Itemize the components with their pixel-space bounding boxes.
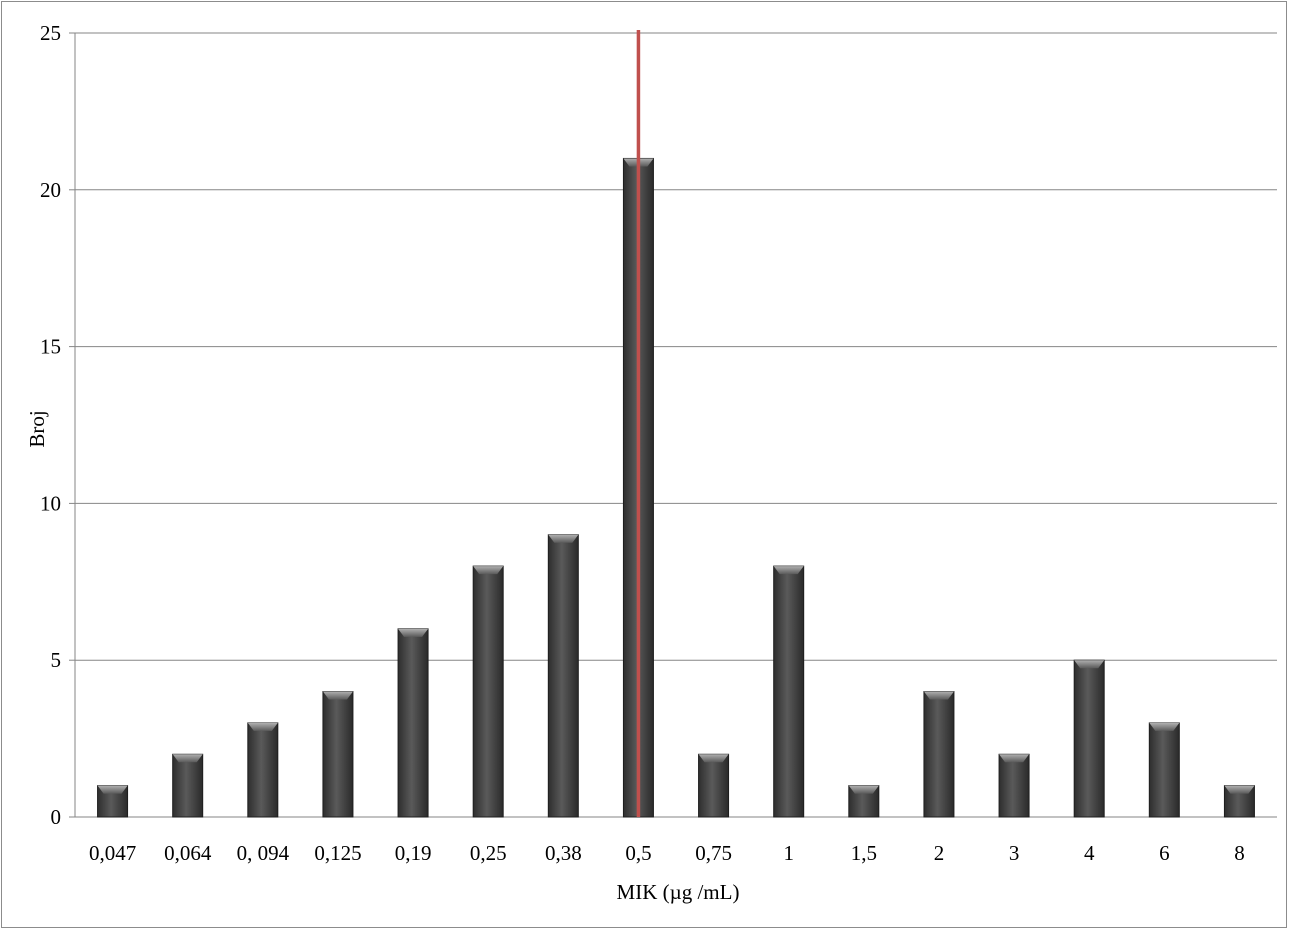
x-tick-label: 0,25: [470, 841, 507, 865]
bar: [698, 753, 730, 818]
bar: [322, 691, 354, 818]
bar: [172, 753, 204, 818]
x-tick-labels: 0,047 0,064 0, 094 0,125 0,19 0,25 0,38 0,5 0,75…: [89, 841, 1245, 865]
bar: [923, 691, 955, 818]
y-axis-title: Broj: [25, 410, 49, 447]
y-tick-labels: 0 5 10 15 20 25: [40, 21, 61, 829]
x-tick-label: 0,125: [314, 841, 361, 865]
bar: [1148, 722, 1180, 818]
x-tick-label: 2: [934, 841, 945, 865]
x-tick-label: 0,5: [625, 841, 651, 865]
x-tick-label: 1: [783, 841, 794, 865]
x-tick-label: 1,5: [851, 841, 877, 865]
bar: [848, 785, 880, 818]
bar: [397, 628, 429, 818]
y-tick-label: 15: [40, 335, 61, 359]
y-tick-label: 5: [51, 648, 62, 672]
gridlines: [75, 32, 1277, 661]
x-tick-label: 0,38: [545, 841, 582, 865]
bar: [1073, 659, 1105, 818]
y-tick-label: 20: [40, 178, 61, 202]
bar: [472, 565, 504, 818]
bar: [1223, 785, 1255, 818]
x-tick-label: 6: [1159, 841, 1170, 865]
x-tick-label: 0,064: [164, 841, 212, 865]
x-tick-label: 3: [1009, 841, 1020, 865]
x-tick-label: 8: [1234, 841, 1245, 865]
bars: [97, 157, 1255, 818]
x-tick-label: 0,19: [395, 841, 432, 865]
x-tick-label: 0,75: [695, 841, 732, 865]
x-tick-label: 4: [1084, 841, 1095, 865]
y-tick-label: 10: [40, 491, 61, 515]
x-axis-title: MIK (µg /mL): [617, 880, 740, 904]
y-tick-label: 0: [51, 805, 62, 829]
bar: [773, 565, 805, 818]
bar: [97, 785, 129, 818]
bar: [547, 534, 579, 818]
y-tick-label: 25: [40, 21, 61, 45]
x-tick-label: 0,047: [89, 841, 136, 865]
bar: [247, 722, 279, 818]
x-tick-label: 0, 094: [237, 841, 290, 865]
bar: [998, 753, 1030, 818]
